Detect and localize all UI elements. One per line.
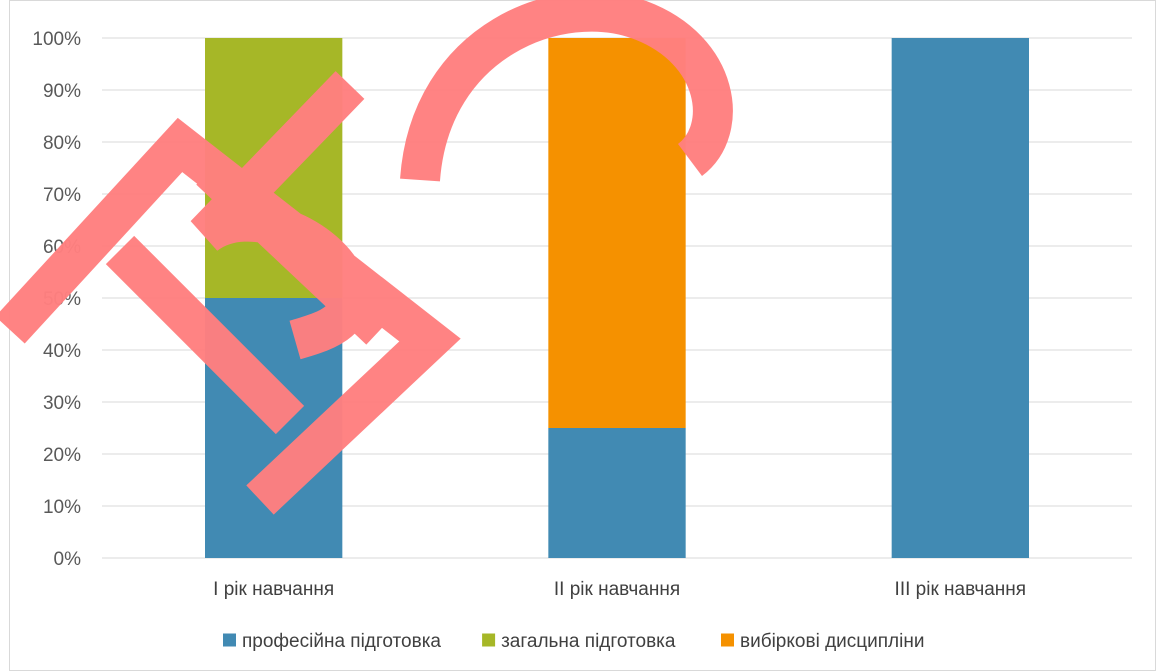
y-tick-label: 40% xyxy=(43,341,81,362)
legend-label: професійна підготовка xyxy=(242,631,441,652)
legend-swatch xyxy=(482,633,496,647)
legend-label: загальна підготовка xyxy=(501,631,676,652)
legend-item: вибіркові дисципліни xyxy=(721,631,924,652)
watermark-stamp-shape xyxy=(0,0,733,515)
watermark-stamp xyxy=(0,0,733,515)
legend-label: вибіркові дисципліни xyxy=(740,631,924,652)
bar-3-series-1 xyxy=(891,38,1029,558)
legend-swatch xyxy=(223,633,236,647)
legend: професійна підготовка загальна підготовка… xyxy=(223,631,924,652)
y-tick-label: 10% xyxy=(43,497,81,518)
bar-2-series-1 xyxy=(548,428,686,558)
x-tick-label: II рік навчання xyxy=(554,579,680,600)
legend-item: загальна підготовка xyxy=(482,631,676,652)
y-tick-label: 80% xyxy=(43,133,81,154)
y-tick-label: 30% xyxy=(43,393,81,414)
y-tick-label: 100% xyxy=(32,29,81,50)
bar-2-series-3 xyxy=(548,38,686,428)
bars xyxy=(205,38,1029,558)
x-tick-label: I рік навчання xyxy=(213,579,334,600)
y-tick-label: 70% xyxy=(43,185,81,206)
x-tick-label: III рік навчання xyxy=(895,579,1027,600)
y-tick-label: 90% xyxy=(43,81,81,102)
y-tick-label: 0% xyxy=(54,549,82,570)
y-tick-label: 20% xyxy=(43,445,81,466)
legend-item: професійна підготовка xyxy=(223,631,441,652)
x-axis: I рік навчання II рік навчання III рік нав… xyxy=(213,579,1026,600)
legend-swatch xyxy=(721,633,734,647)
